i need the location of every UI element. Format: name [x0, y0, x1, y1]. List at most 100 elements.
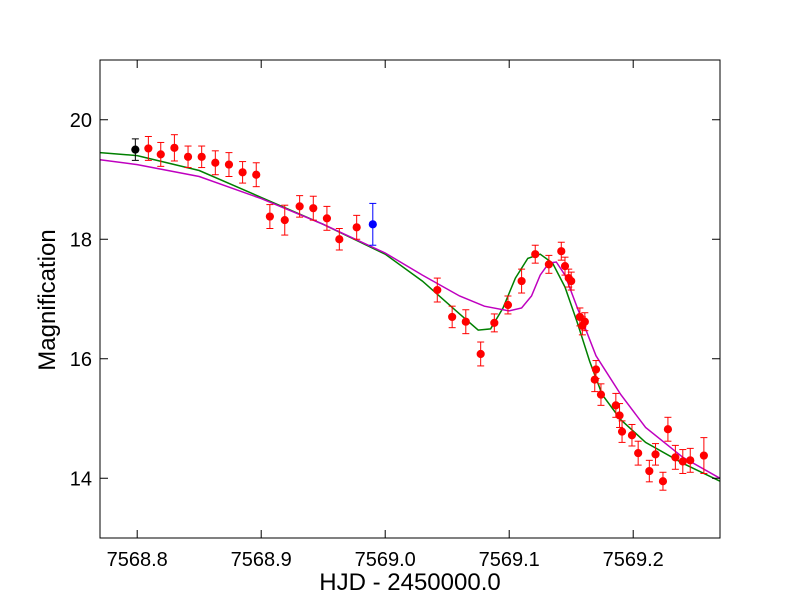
data-point: [503, 295, 513, 315]
x-tick-label: 7569.0: [355, 549, 416, 571]
data-point: [309, 195, 318, 221]
model-curve-4: [99, 159, 721, 479]
data-marker: [490, 318, 499, 327]
data-point: [580, 312, 589, 332]
data-point: [156, 141, 165, 167]
y-tick-label: 20: [70, 110, 92, 132]
data-marker: [144, 144, 153, 153]
data-point: [448, 305, 457, 329]
data-marker: [560, 262, 570, 271]
data-point: [170, 134, 179, 162]
y-axis-ticks: 14 16 18 20: [70, 110, 720, 490]
data-marker: [615, 411, 624, 420]
y-tick-label: 18: [70, 229, 92, 251]
data-marker: [651, 450, 660, 459]
data-point: [352, 214, 361, 240]
data-point: [591, 360, 601, 379]
data-marker: [611, 401, 620, 410]
data-point: [615, 403, 624, 428]
model-curves: [99, 151, 721, 482]
data-marker: [322, 214, 332, 223]
data-marker: [699, 451, 708, 460]
x-tick-label: 7568.9: [231, 549, 292, 571]
data-point: [627, 423, 637, 447]
data-marker: [295, 202, 304, 211]
data-point: [517, 268, 526, 294]
data-marker: [663, 425, 673, 434]
data-marker: [433, 285, 442, 295]
y-tick-label: 14: [70, 468, 92, 490]
data-point: [224, 152, 234, 178]
data-marker: [476, 349, 485, 359]
data-marker: [448, 312, 457, 322]
data-marker: [596, 390, 606, 399]
data-point: [699, 437, 708, 474]
data-marker: [352, 223, 361, 232]
data-marker: [686, 456, 695, 465]
data-point: [144, 135, 153, 161]
data-point: [663, 416, 673, 442]
data-point: [211, 150, 220, 176]
data-points: [131, 134, 708, 491]
data-point: [678, 449, 687, 474]
data-marker: [617, 427, 627, 436]
data-point: [645, 459, 654, 483]
data-marker: [567, 276, 576, 286]
data-marker: [265, 212, 274, 221]
x-tick-label: 7568.8: [107, 549, 168, 571]
data-point: [335, 227, 344, 251]
data-marker: [557, 247, 566, 256]
data-point: [368, 202, 377, 246]
data-point: [671, 444, 680, 470]
data-point: [658, 471, 668, 491]
data-point: [557, 241, 566, 261]
data-point: [596, 383, 606, 406]
data-marker: [280, 216, 289, 225]
data-marker: [224, 160, 234, 169]
data-marker: [156, 150, 165, 159]
data-point: [322, 205, 332, 231]
data-point: [461, 309, 470, 335]
data-point: [183, 145, 193, 169]
data-marker: [627, 431, 637, 440]
x-tick-label: 7569.1: [479, 549, 540, 571]
data-point: [295, 195, 304, 218]
data-marker: [634, 449, 643, 458]
data-marker: [671, 453, 680, 462]
data-marker: [238, 168, 247, 177]
data-point: [531, 244, 540, 264]
data-marker: [531, 250, 540, 259]
data-point: [197, 145, 206, 169]
data-marker: [645, 466, 654, 476]
data-point: [686, 447, 695, 473]
data-marker: [678, 457, 687, 466]
data-marker: [252, 170, 261, 179]
data-marker: [658, 477, 668, 486]
data-marker: [503, 300, 513, 310]
data-marker: [131, 145, 140, 154]
data-point: [433, 277, 442, 303]
x-axis-label: HJD - 2450000.0: [319, 569, 500, 596]
data-point: [567, 271, 576, 291]
data-marker: [580, 317, 589, 326]
data-marker: [461, 317, 470, 326]
plot-frame: [99, 59, 721, 539]
data-point: [252, 162, 261, 188]
data-marker: [183, 152, 193, 161]
data-point: [544, 254, 553, 274]
data-point: [651, 443, 660, 466]
x-axis-ticks: 7568.8 7568.9 7569.0 7569.1 7569.2: [107, 60, 664, 571]
data-marker: [197, 152, 206, 161]
data-point: [238, 161, 247, 184]
data-point: [490, 313, 499, 333]
data-marker: [544, 260, 553, 269]
x-tick-label: 7569.2: [603, 549, 664, 571]
data-point: [131, 138, 140, 161]
data-marker: [170, 143, 179, 152]
data-marker: [211, 158, 220, 167]
data-point: [265, 204, 274, 229]
data-point: [617, 420, 627, 443]
data-marker: [517, 276, 526, 286]
data-marker: [590, 375, 599, 384]
